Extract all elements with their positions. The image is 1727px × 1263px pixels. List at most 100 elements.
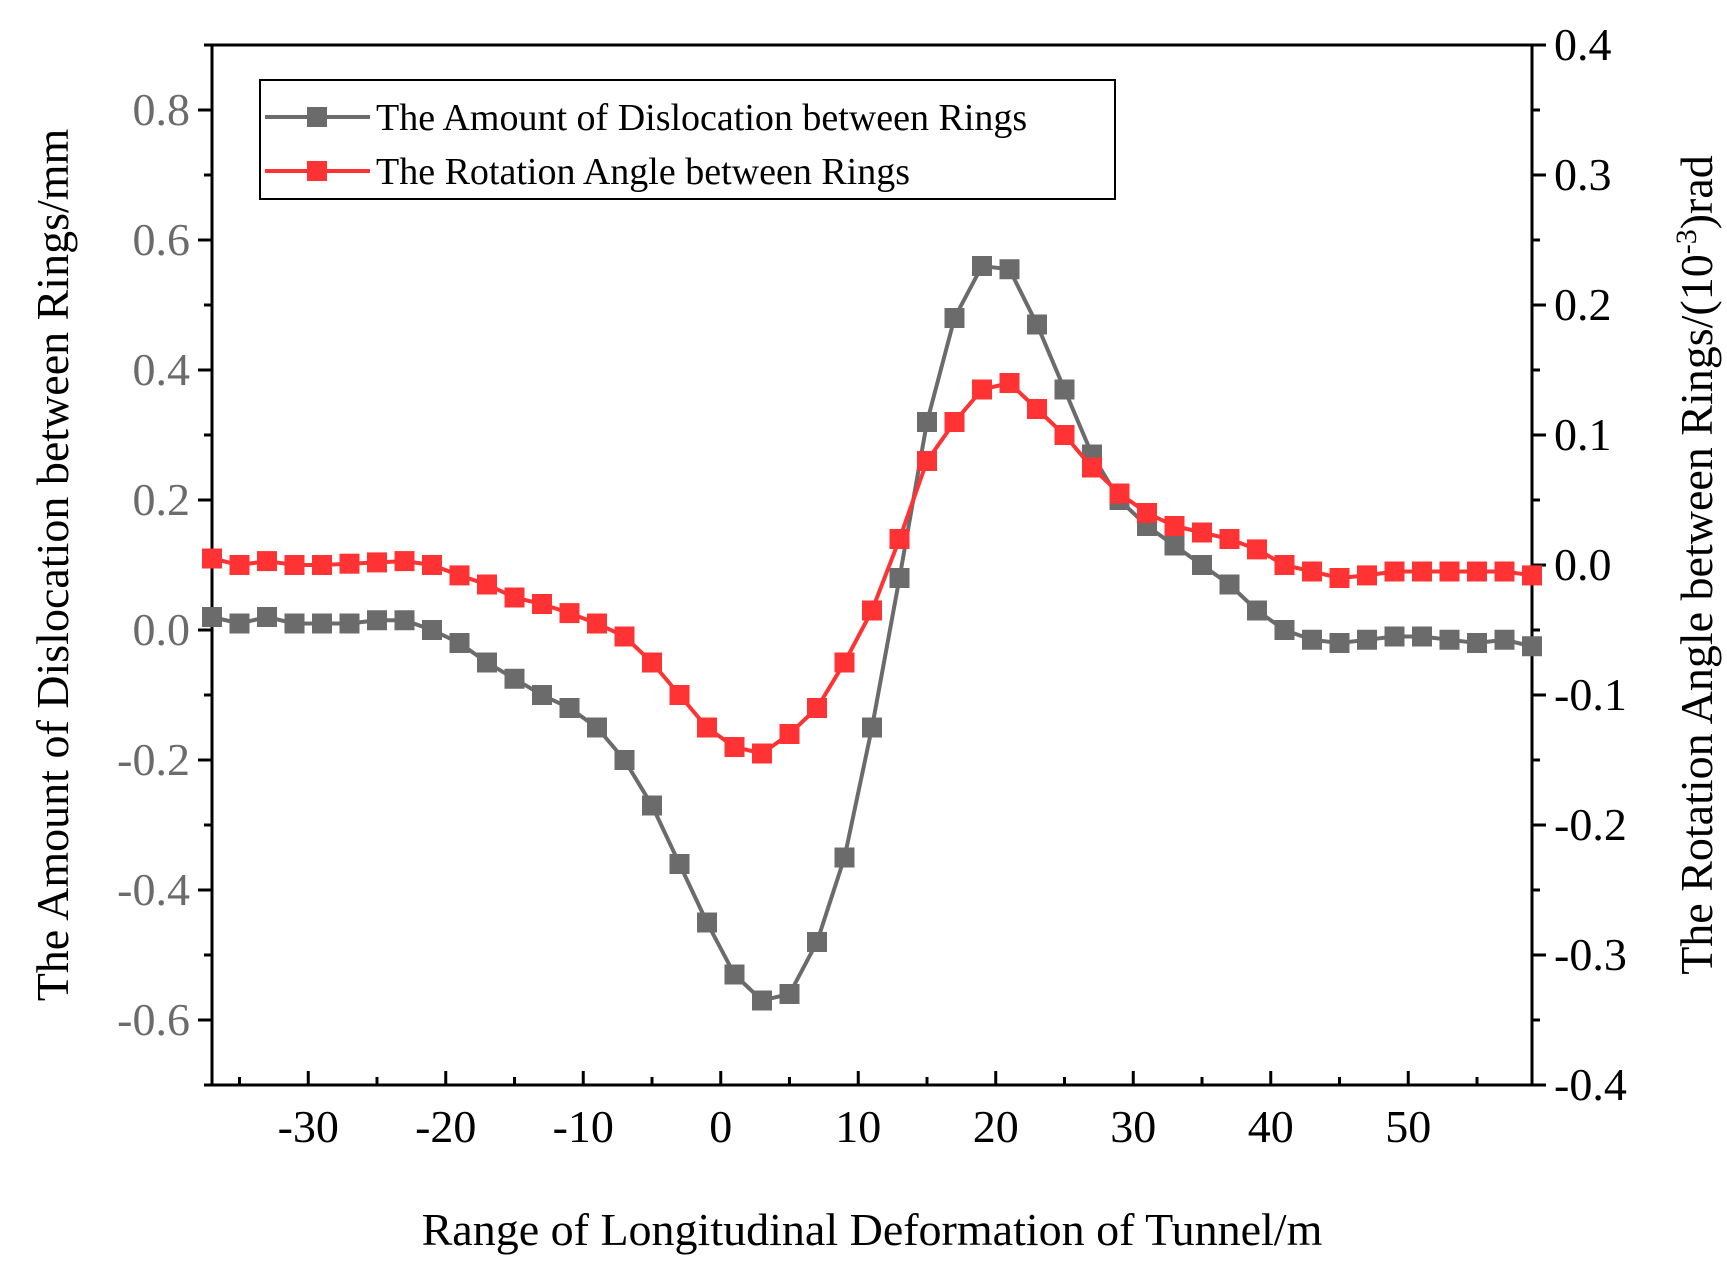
right-axis-ticks: 0.4 0.3 0.2 0.1 0.0 -0.1 -0.2 -0.3 -0.4 bbox=[1532, 19, 1627, 1110]
series-1-point bbox=[1192, 522, 1212, 543]
series-1-point bbox=[1219, 529, 1240, 549]
series-0-point bbox=[779, 984, 800, 1004]
legend: The Amount of Dislocation between Rings … bbox=[259, 79, 1116, 200]
x-axis-title: Range of Longitudinal Deformation of Tun… bbox=[422, 1204, 1323, 1255]
series-1-point bbox=[422, 555, 442, 575]
series-0-point bbox=[972, 256, 992, 276]
series-0-point bbox=[669, 854, 690, 874]
legend-label-dislocation: The Amount of Dislocation between Rings bbox=[376, 97, 1027, 139]
x-tick-label: -10 bbox=[553, 1101, 614, 1152]
series-1-point bbox=[229, 555, 250, 575]
series-0-point bbox=[917, 412, 937, 432]
series-0-point bbox=[1467, 633, 1487, 653]
series-1-point bbox=[587, 613, 607, 634]
series-0-point bbox=[697, 912, 717, 933]
series-1-point bbox=[724, 737, 745, 757]
series-1-point bbox=[807, 698, 827, 718]
series-0-point bbox=[1357, 629, 1377, 650]
right-tick-label: 0.1 bbox=[1554, 409, 1612, 460]
series-1-point bbox=[394, 551, 415, 572]
series-0-point bbox=[1494, 629, 1515, 650]
series-1-point bbox=[284, 555, 305, 575]
series-1-point bbox=[1329, 568, 1350, 588]
series-1-point bbox=[1439, 561, 1460, 582]
series-0-point bbox=[1192, 555, 1212, 575]
series-0-point bbox=[477, 652, 497, 673]
series-0-point bbox=[1439, 629, 1460, 650]
series-0-point bbox=[724, 964, 745, 985]
series-1-point bbox=[1082, 457, 1102, 478]
series-1-point bbox=[339, 553, 360, 574]
x-tick-label: -30 bbox=[278, 1101, 339, 1152]
right-axis-title-suffix: )rad bbox=[1671, 155, 1722, 229]
series-1-point bbox=[862, 600, 882, 621]
series-1-point bbox=[449, 565, 470, 586]
series-1-point bbox=[944, 412, 965, 432]
x-tick-label: -20 bbox=[415, 1101, 476, 1152]
series-0-point bbox=[559, 698, 580, 718]
series-1-point bbox=[1384, 561, 1405, 582]
series-1-point bbox=[999, 373, 1020, 393]
right-axis-title: The Rotation Angle between Rings/(10-3)r… bbox=[1670, 155, 1722, 975]
series-1-point bbox=[1274, 555, 1295, 575]
series-1-point bbox=[367, 552, 387, 573]
series-0-point bbox=[834, 847, 855, 868]
series-1-point bbox=[697, 717, 717, 738]
series-0-point bbox=[587, 717, 607, 738]
series-0-point bbox=[1247, 600, 1267, 621]
left-tick-label: 0.4 bbox=[133, 344, 191, 395]
series-0-point bbox=[1329, 633, 1350, 653]
series-0-point bbox=[944, 308, 965, 328]
series-0-point bbox=[229, 613, 250, 634]
series-0-point bbox=[257, 607, 277, 627]
series-0-point bbox=[504, 668, 525, 689]
series-0-point bbox=[532, 685, 552, 705]
legend-marker-dislocation bbox=[307, 107, 327, 127]
series-0-point bbox=[312, 613, 332, 634]
series-0-point bbox=[202, 607, 222, 627]
series-1-point bbox=[972, 379, 992, 400]
series-0-point bbox=[1522, 636, 1542, 657]
x-tick-label: 40 bbox=[1248, 1101, 1294, 1152]
left-tick-label: -0.2 bbox=[117, 734, 190, 785]
series-1-point bbox=[1522, 565, 1542, 586]
series-0-point bbox=[1384, 626, 1405, 647]
left-tick-label: 0.0 bbox=[133, 604, 191, 655]
series-0-point bbox=[1274, 620, 1295, 640]
series-0-point bbox=[1027, 314, 1047, 335]
series-1-point bbox=[669, 685, 690, 705]
series-1-point bbox=[477, 574, 497, 595]
series-0-point bbox=[1219, 574, 1240, 595]
series-1-point bbox=[1494, 561, 1515, 582]
series-1-point bbox=[614, 626, 635, 647]
series-0-point bbox=[1302, 629, 1322, 650]
series-1-point bbox=[202, 548, 222, 569]
right-tick-label: 0.3 bbox=[1554, 149, 1612, 200]
left-axis-ticks: 0.8 0.6 0.4 0.2 0.0 -0.2 -0.4 -0.6 bbox=[117, 43, 212, 1087]
right-tick-label: 0.2 bbox=[1554, 279, 1612, 330]
series-1-point bbox=[1247, 539, 1267, 560]
series-0-point bbox=[367, 610, 387, 631]
series-1-point bbox=[752, 743, 772, 764]
series-0-point bbox=[449, 633, 470, 653]
right-axis-title-sup: -3 bbox=[1670, 229, 1703, 254]
series-1-point bbox=[642, 652, 662, 673]
series-0-point bbox=[422, 620, 442, 640]
series-0-point bbox=[999, 259, 1020, 280]
series-1-point bbox=[1109, 483, 1130, 504]
series-0-point bbox=[889, 568, 910, 588]
series-1-point bbox=[1302, 561, 1322, 582]
right-tick-label: 0.0 bbox=[1554, 539, 1612, 590]
series-1-point bbox=[312, 555, 332, 575]
left-tick-label: 0.8 bbox=[133, 84, 191, 135]
series-0-point bbox=[339, 613, 360, 634]
series-0-point bbox=[614, 750, 635, 770]
series-0-point bbox=[862, 717, 882, 738]
x-axis-ticks: -30 -20 -10 0 10 20 30 40 50 bbox=[238, 1071, 1479, 1152]
right-tick-label: 0.4 bbox=[1554, 19, 1612, 70]
series-0-point bbox=[284, 613, 305, 634]
series-1-point bbox=[1054, 425, 1075, 445]
x-tick-label: 20 bbox=[973, 1101, 1019, 1152]
right-tick-label: -0.3 bbox=[1554, 929, 1627, 980]
